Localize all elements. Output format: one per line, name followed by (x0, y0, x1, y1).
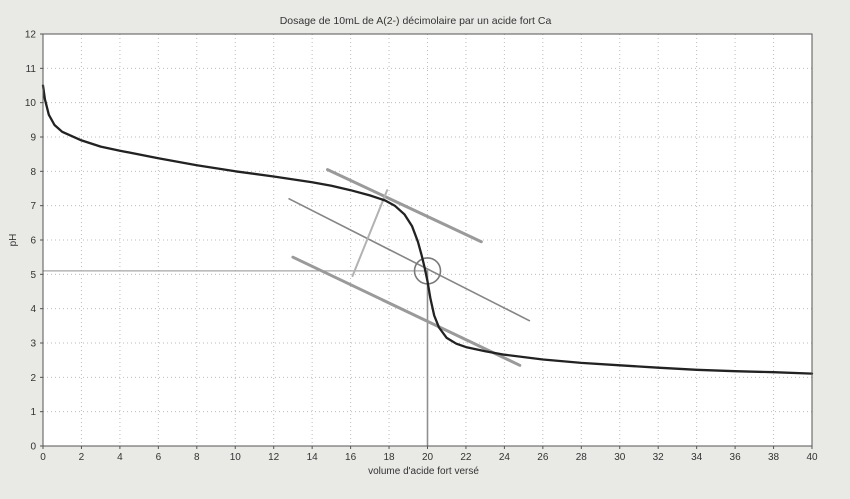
y-tick-label: 11 (26, 64, 37, 75)
x-tick-label: 8 (194, 452, 200, 463)
x-tick-label: 28 (576, 452, 588, 463)
tangent-line-upper (326, 168, 483, 244)
y-tick-label: 8 (30, 167, 36, 178)
x-tick-label: 18 (383, 452, 395, 463)
y-tick-label: 12 (25, 30, 37, 41)
x-tick-label: 24 (499, 452, 511, 463)
x-tick-label: 16 (345, 452, 357, 463)
x-tick-labels: 0 2 4 6 8 10 12 14 16 18 20 22 24 26 28 30 32 34 36 38 40 (40, 446, 818, 463)
x-tick-label: 0 (40, 452, 46, 463)
x-tick-label: 10 (230, 452, 242, 463)
y-tick-label: 7 (30, 201, 36, 212)
x-tick-label: 36 (730, 452, 742, 463)
y-tick-label: 9 (30, 133, 36, 144)
connector-line (351, 189, 389, 278)
y-tick-label: 0 (30, 442, 36, 453)
y-tick-label: 6 (30, 236, 36, 247)
x-tick-label: 30 (614, 452, 626, 463)
x-tick-label: 20 (422, 452, 434, 463)
y-tick-label: 2 (30, 373, 36, 384)
x-tick-label: 14 (307, 452, 319, 463)
x-tick-label: 22 (460, 452, 472, 463)
median-line (288, 198, 531, 322)
x-tick-label: 34 (691, 452, 703, 463)
tangent-line-lower (291, 255, 522, 367)
y-tick-label: 4 (30, 304, 36, 315)
curve-group (41, 84, 814, 375)
chart-title: Dosage de 10mL de A(2-) décimolaire par … (280, 15, 552, 27)
x-axis-title: volume d'acide fort versé (368, 466, 479, 477)
y-tick-label: 1 (30, 407, 36, 418)
x-tick-label: 40 (806, 452, 818, 463)
x-tick-label: 6 (156, 452, 162, 463)
y-tick-label: 3 (30, 339, 36, 350)
x-tick-label: 32 (653, 452, 665, 463)
x-tick-label: 2 (79, 452, 85, 463)
y-tick-label: 10 (25, 98, 37, 109)
titration-curve (41, 84, 814, 375)
x-tick-label: 12 (268, 452, 280, 463)
x-tick-label: 26 (537, 452, 549, 463)
x-tick-label: 4 (117, 452, 123, 463)
y-axis-title: pH (8, 234, 19, 247)
x-tick-label: 38 (768, 452, 780, 463)
y-tick-label: 5 (30, 270, 36, 281)
